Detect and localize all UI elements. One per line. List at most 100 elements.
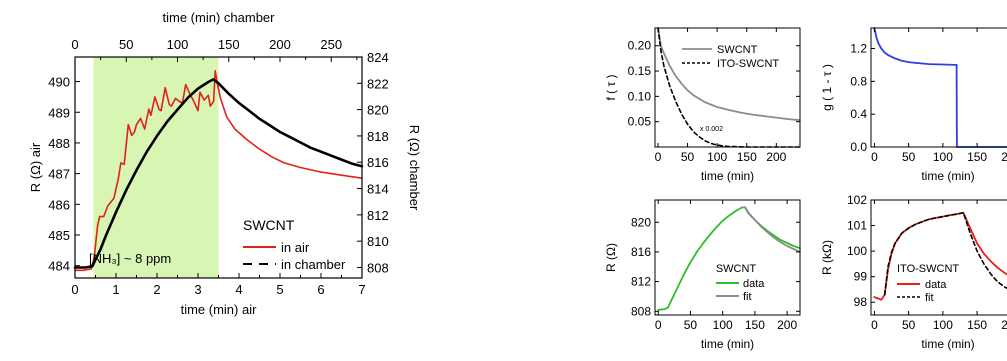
x-top-tick-label: 150 <box>218 37 240 52</box>
nh3-exposure-region <box>93 57 219 278</box>
legend-title: SWCNT <box>243 217 295 233</box>
panel3-frame <box>654 199 801 316</box>
panel4-series-fit-line <box>883 212 1007 296</box>
x-bottom-tick-label: 3 <box>194 282 201 297</box>
x-bottom-tick-label: 0 <box>71 282 78 297</box>
y-right-axis-title: R (Ω) chamber <box>407 125 422 211</box>
panel1-x-tick-label: 200 <box>766 150 786 164</box>
y-right-tick-label: 810 <box>367 234 389 249</box>
panel2-y-tick-label: 0.4 <box>850 107 867 121</box>
x-top-tick-label: 200 <box>269 37 291 52</box>
series-in-chamber-line <box>73 78 364 269</box>
scale-factor-annotation: x 0.002 <box>700 126 723 133</box>
x-bottom-tick-label: 6 <box>317 282 324 297</box>
y-left-tick-label: 489 <box>48 105 70 120</box>
panel2-x-axis-title: time (min) <box>921 169 974 183</box>
y-right-tick-label: 816 <box>367 155 389 170</box>
panel1-series-SWCNT-line <box>657 27 801 122</box>
legend-label-in-chamber: in chamber <box>281 257 346 272</box>
legend-title-ito-swcnt-fit: ITO-SWCNT <box>897 263 959 275</box>
panel1-x-axis-title: time (min) <box>701 169 754 183</box>
y-right-tick-label: 814 <box>367 182 389 197</box>
series-in-air-line <box>74 70 363 272</box>
panel3-x-tick-label: 150 <box>745 318 765 332</box>
panel1-y-tick-label: 0.10 <box>628 89 652 103</box>
panel4-frame <box>870 199 1007 316</box>
panel1-x-tick-label: 150 <box>737 150 757 164</box>
panel4-x-tick-label: 200 <box>1001 318 1007 332</box>
x-bottom-tick-label: 2 <box>153 282 160 297</box>
panel2-y-tick-label: 0.8 <box>850 74 867 88</box>
panel4-x-axis-title: time (min) <box>921 337 974 351</box>
y-right-tick-label: 808 <box>367 260 389 275</box>
y-left-axis-title: R (Ω) air <box>28 142 43 192</box>
panel4-y-tick-label: 99 <box>854 270 868 284</box>
legend-label-ito-swcnt: ITO-SWCNT <box>717 58 779 70</box>
panel3-y-tick-label: 812 <box>631 275 651 289</box>
panel3-x-tick-label: 0 <box>655 318 662 332</box>
panel3-y-axis-title: R (Ω) <box>604 243 618 272</box>
x-bottom-tick-label: 5 <box>276 282 283 297</box>
x-top-axis-title: time (min) chamber <box>163 10 276 25</box>
y-left-tick-label: 485 <box>48 228 70 243</box>
panel1-x-tick-label: 100 <box>707 150 727 164</box>
legend-label-data: data <box>743 278 765 290</box>
panel1-y-tick-label: 0.05 <box>628 115 652 129</box>
panel1-frame <box>654 27 801 148</box>
x-bottom-tick-label: 1 <box>112 282 119 297</box>
panel1-y-tick-label: 0.20 <box>628 39 652 53</box>
y-right-tick-label: 824 <box>367 50 389 65</box>
panel2-y-tick-label: 1.2 <box>850 42 867 56</box>
y-right-tick-label: 820 <box>367 103 389 118</box>
panel2-y-axis-title: g ( 1 - τ ) <box>820 64 834 111</box>
y-right-tick-label: 812 <box>367 208 389 223</box>
legend-label-swcnt: SWCNT <box>717 44 758 56</box>
x-top-tick-label: 50 <box>119 37 133 52</box>
panel4-y-tick-label: 98 <box>854 295 868 309</box>
panel4-y-tick-label: 100 <box>847 244 867 258</box>
x-bottom-tick-label: 7 <box>358 282 365 297</box>
y-left-tick-label: 484 <box>48 259 70 274</box>
panel2-x-tick-label: 200 <box>1001 150 1007 164</box>
panel1-x-tick-label: 50 <box>681 150 695 164</box>
y-left-tick-label: 488 <box>48 136 70 151</box>
panel3-x-tick-label: 100 <box>713 318 733 332</box>
x-bottom-tick-label: 4 <box>235 282 242 297</box>
panel3-series-fit-line <box>741 206 801 253</box>
legend-label-ito-data: data <box>925 279 947 291</box>
panel2-series-curve-line <box>873 27 1007 148</box>
y-left-tick-label: 490 <box>48 75 70 90</box>
y-right-tick-label: 818 <box>367 129 389 144</box>
panel4-x-tick-label: 150 <box>967 318 987 332</box>
legend-title-swcnt-fit: SWCNT <box>716 263 757 275</box>
panel3-x-tick-label: 200 <box>777 318 797 332</box>
x-top-tick-label: 100 <box>167 37 189 52</box>
y-left-tick-label: 486 <box>48 197 70 212</box>
panel4-x-tick-label: 100 <box>933 318 953 332</box>
legend-label-ito-fit: fit <box>925 292 934 304</box>
y-left-tick-label: 487 <box>48 167 70 182</box>
panel1-x-tick-label: 0 <box>655 150 662 164</box>
x-top-tick-label: 0 <box>71 37 78 52</box>
panel3-x-tick-label: 50 <box>684 318 698 332</box>
legend-label-fit: fit <box>743 291 752 303</box>
panel4-x-tick-label: 50 <box>902 318 916 332</box>
x-top-tick-label: 250 <box>320 37 342 52</box>
y-right-tick-label: 822 <box>367 76 389 91</box>
panel4-x-tick-label: 0 <box>871 318 878 332</box>
legend-label-in-air: in air <box>281 240 310 255</box>
panel4-y-tick-label: 102 <box>847 193 867 207</box>
x-bottom-axis-title: time (min) air <box>181 302 258 317</box>
panel2-frame <box>870 27 1007 148</box>
panel3-x-axis-title: time (min) <box>701 337 754 351</box>
panel2-x-tick-label: 50 <box>902 150 916 164</box>
panel3-series-data-line <box>657 206 801 311</box>
panel4-y-tick-label: 101 <box>847 219 867 233</box>
panel3-y-tick-label: 816 <box>631 245 651 259</box>
panel4-y-axis-title: R (kΩ) <box>820 240 834 275</box>
panel2-y-tick-label: 0.0 <box>850 140 867 154</box>
panel2-x-tick-label: 0 <box>871 150 878 164</box>
panel1-y-axis-title: f ( τ ) <box>604 74 618 100</box>
nh3-concentration-label: [NH₃] ~ 8 ppm <box>89 251 171 266</box>
